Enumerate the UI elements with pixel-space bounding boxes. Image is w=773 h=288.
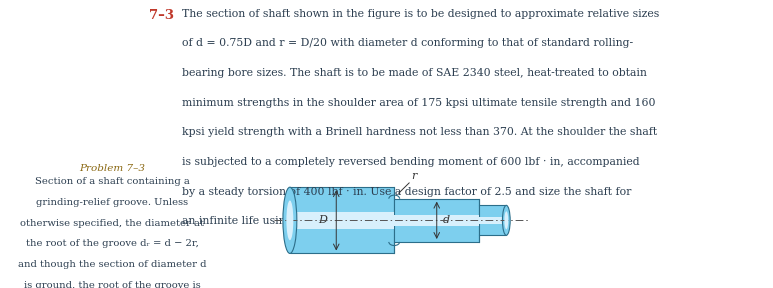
Text: by a steady torsion of 400 lbf · in. Use a design factor of 2.5 and size the sha: by a steady torsion of 400 lbf · in. Use… (182, 187, 631, 197)
Text: is ground, the root of the groove is: is ground, the root of the groove is (24, 281, 200, 288)
Text: Problem 7–3: Problem 7–3 (79, 164, 145, 173)
Text: minimum strengths in the shoulder area of 175 kpsi ultimate tensile strength and: minimum strengths in the shoulder area o… (182, 98, 656, 108)
Text: Section of a shaft containing a: Section of a shaft containing a (35, 177, 189, 186)
Text: D: D (318, 215, 327, 225)
Text: d: d (442, 215, 450, 225)
Text: bearing bore sizes. The shaft is to be made of SAE 2340 steel, heat-treated to o: bearing bore sizes. The shaft is to be m… (182, 68, 646, 78)
Polygon shape (290, 187, 394, 253)
Text: the root of the groove dᵣ = d − 2r,: the root of the groove dᵣ = d − 2r, (26, 239, 199, 248)
Text: r: r (411, 171, 416, 181)
Text: grinding-relief groove. Unless: grinding-relief groove. Unless (36, 198, 188, 207)
Ellipse shape (502, 205, 510, 235)
Polygon shape (394, 215, 479, 226)
Text: 7–3: 7–3 (149, 9, 174, 22)
Polygon shape (290, 212, 394, 229)
Text: an infinite life using the DE-Goodman criterion.: an infinite life using the DE-Goodman cr… (182, 216, 444, 226)
Polygon shape (479, 205, 506, 235)
Ellipse shape (505, 211, 509, 229)
Text: The section of shaft shown in the figure is to be designed to approximate relati: The section of shaft shown in the figure… (182, 9, 659, 19)
Polygon shape (479, 217, 506, 224)
Polygon shape (394, 199, 479, 242)
Text: and though the section of diameter d: and though the section of diameter d (18, 260, 206, 269)
Text: otherwise specified, the diameter at: otherwise specified, the diameter at (20, 219, 204, 228)
Text: is subjected to a completely reversed bending moment of 600 lbf · in, accompanie: is subjected to a completely reversed be… (182, 157, 639, 167)
Text: kpsi yield strength with a Brinell hardness not less than 370. At the shoulder t: kpsi yield strength with a Brinell hardn… (182, 127, 657, 137)
Ellipse shape (287, 200, 294, 240)
Text: of d = 0.75D and r = D/20 with diameter d conforming to that of standard rolling: of d = 0.75D and r = D/20 with diameter … (182, 38, 633, 48)
Ellipse shape (283, 187, 297, 253)
